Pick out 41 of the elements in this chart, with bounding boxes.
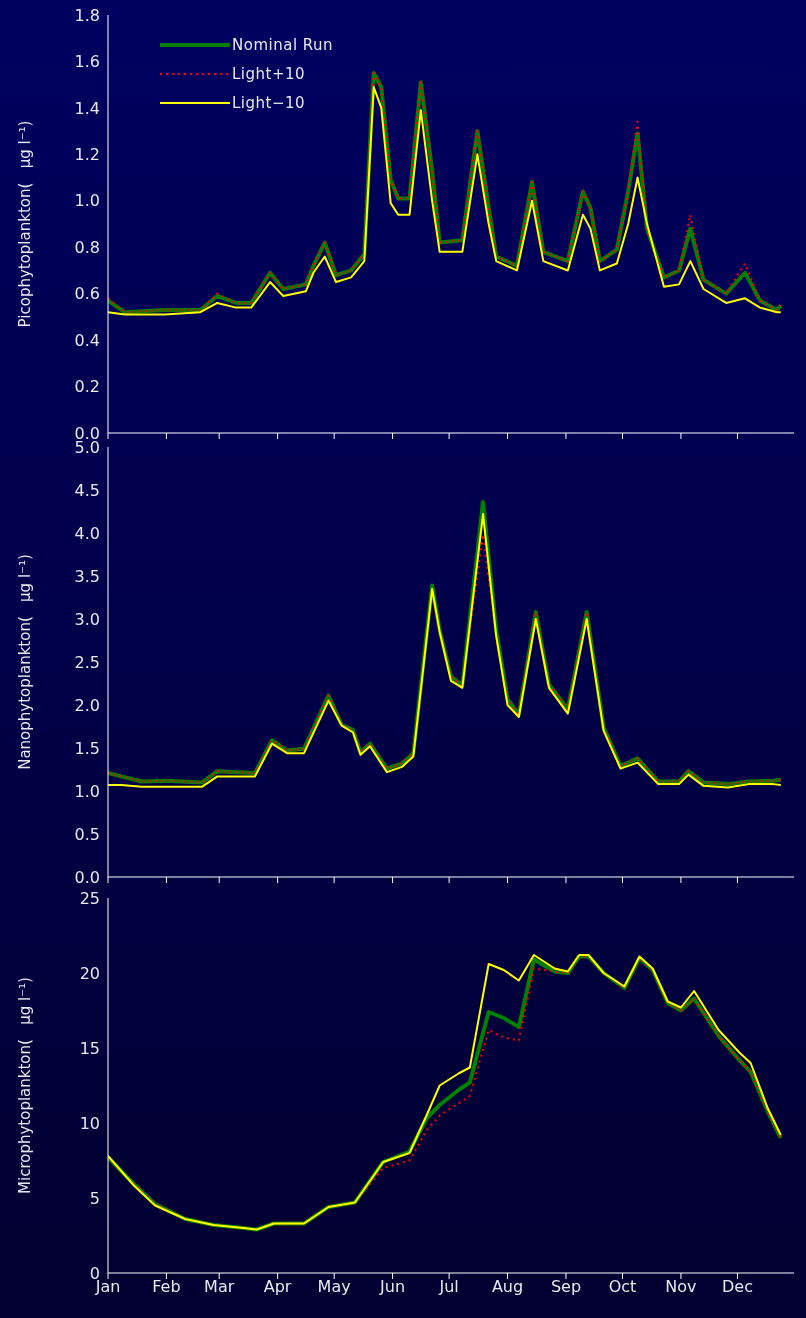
x-tick-label: May: [317, 1277, 351, 1297]
y-tick-label: 0.2: [74, 377, 100, 397]
y-tick-label: 2.0: [74, 695, 100, 715]
y-tick-label: 0.6: [74, 284, 100, 304]
y-tick-label: 20: [79, 963, 100, 983]
y-tick-label: 15: [79, 1038, 100, 1058]
x-tick-label: Mar: [204, 1277, 235, 1297]
y-tick-label: 3.5: [74, 566, 100, 586]
legend-label: Nominal Run: [232, 35, 334, 54]
x-tick-label: Feb: [152, 1277, 181, 1297]
y-tick-label: 4.0: [74, 523, 100, 543]
legend-label: Light+10: [232, 64, 306, 83]
y-tick-label: 1.4: [74, 98, 100, 118]
y-tick-label: 1.2: [74, 145, 100, 165]
y-tick-label: 2.5: [74, 652, 100, 672]
y-tick-label: 1.5: [74, 738, 100, 758]
y-tick-label: 25: [79, 888, 100, 908]
y-tick-label: 1.0: [74, 781, 100, 801]
x-tick-label: Dec: [721, 1277, 753, 1297]
y-tick-label: 0.0: [74, 867, 100, 887]
x-tick-label: Jul: [438, 1277, 459, 1297]
y-tick-label: 0.5: [74, 824, 100, 844]
x-tick-label: Sep: [550, 1277, 582, 1297]
y-axis-title: Picophytoplankton( μg l⁻¹): [16, 120, 34, 328]
x-tick-label: Apr: [263, 1277, 292, 1297]
y-tick-label: 3.0: [74, 609, 100, 629]
y-tick-label: 0.4: [74, 330, 100, 350]
y-tick-label: 1.6: [74, 52, 100, 72]
x-tick-label: Nov: [665, 1277, 697, 1297]
x-tick-label: Aug: [491, 1277, 524, 1297]
y-axis-title: Microphytoplankton( μg l⁻¹): [16, 977, 34, 1194]
y-tick-label: 0.8: [74, 237, 100, 257]
x-tick-label: Oct: [608, 1277, 637, 1297]
y-axis-title: Nanophytoplankton( μg l⁻¹): [16, 554, 34, 770]
y-tick-label: 1.8: [74, 5, 100, 25]
y-tick-label: 4.5: [74, 480, 100, 500]
y-tick-label: 10: [79, 1113, 100, 1133]
legend-label: Light−10: [232, 93, 306, 112]
y-tick-label: 1.0: [74, 191, 100, 211]
y-tick-label: 5: [89, 1188, 100, 1208]
x-tick-label: Jun: [379, 1277, 406, 1297]
